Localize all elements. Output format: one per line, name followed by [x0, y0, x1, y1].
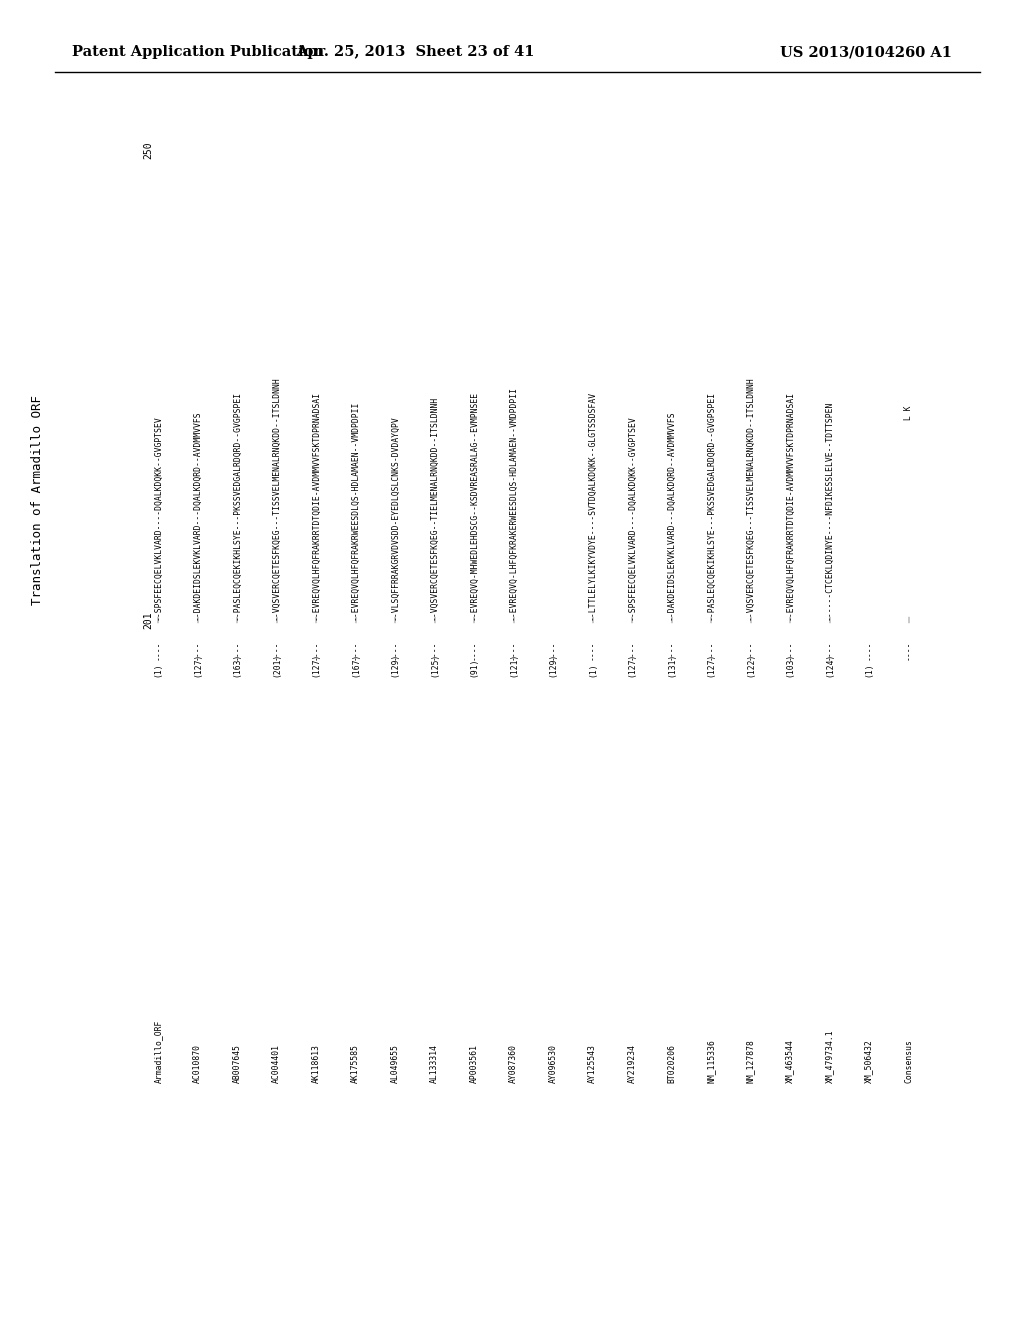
Text: (121): (121)	[509, 652, 518, 677]
Text: NM_127878: NM_127878	[746, 1039, 755, 1082]
Text: (1): (1)	[588, 663, 597, 677]
Text: --VQSVERCQETESFKQEG---TISSVELMENALRNQKDD--ITSLDNNH: --VQSVERCQETESFKQEG---TISSVELMENALRNQKDD…	[746, 376, 755, 620]
Text: (167): (167)	[351, 652, 360, 677]
Text: BT020206: BT020206	[667, 1044, 676, 1082]
Text: (127): (127)	[311, 652, 321, 677]
Text: Consensus: Consensus	[904, 1039, 913, 1082]
Text: ----: ----	[311, 640, 321, 660]
Text: --DAKDEIDSLEKVKLVARD---DQALKDQRD--AVDMMVVFS: --DAKDEIDSLEKVKLVARD---DQALKDQRD--AVDMMV…	[193, 411, 202, 620]
Text: Armadillo_ORF: Armadillo_ORF	[154, 1019, 163, 1082]
Text: ----: ----	[549, 640, 557, 660]
Text: ------CTCEKLQDINYE----NFDIKESSLELVE--TDTTSPEN: ------CTCEKLQDINYE----NFDIKESSLELVE--TDT…	[825, 401, 834, 620]
Text: (129): (129)	[549, 652, 557, 677]
Text: ----: ----	[785, 640, 795, 660]
Text: --EVREQVQLHFQFRAKRWEESDLQS-HDLAMAEN--VMDPDPII: --EVREQVQLHFQFRAKRWEESDLQS-HDLAMAEN--VMD…	[351, 401, 360, 620]
Text: AY096530: AY096530	[549, 1044, 557, 1082]
Text: L K: L K	[904, 405, 913, 620]
Text: (103): (103)	[785, 652, 795, 677]
Text: AY219234: AY219234	[628, 1044, 637, 1082]
Text: --EVREQVQLHFQFRAKRRTDTQDIE-AVDMMVVFSKTDPRNADSAI: --EVREQVQLHFQFRAKRRTDTQDIE-AVDMMVVFSKTDP…	[785, 391, 795, 620]
Text: ----: ----	[588, 640, 597, 660]
Text: US 2013/0104260 A1: US 2013/0104260 A1	[780, 45, 952, 59]
Text: ----: ----	[469, 640, 478, 660]
Text: AK118613: AK118613	[311, 1044, 321, 1082]
Text: ----: ----	[193, 640, 202, 660]
Text: AL133314: AL133314	[430, 1044, 439, 1082]
Text: --SPSFEECQELVKLVARD----DQALKDQKK--GVGPTSEV: --SPSFEECQELVKLVARD----DQALKDQKK--GVGPTS…	[154, 416, 163, 620]
Text: ----: ----	[707, 640, 716, 660]
Text: (127): (127)	[628, 652, 637, 677]
Text: ----: ----	[746, 640, 755, 660]
Text: (124): (124)	[825, 652, 834, 677]
Text: AB007645: AB007645	[232, 1044, 242, 1082]
Text: (1): (1)	[154, 663, 163, 677]
Text: (201): (201)	[272, 652, 281, 677]
Text: ----: ----	[667, 640, 676, 660]
Text: ----: ----	[825, 640, 834, 660]
Text: AC010870: AC010870	[193, 1044, 202, 1082]
Text: ----: ----	[430, 640, 439, 660]
Text: ----: ----	[904, 640, 913, 660]
Text: --EVREQVQLHFQFRAKRRTDTQDIE-AVDMMVVFSKTDPRNADSAI: --EVREQVQLHFQFRAKRRTDTQDIE-AVDMMVVFSKTDP…	[311, 391, 321, 620]
Text: --EVREQVQ-LHFQFKRAKERWEESDLQS-HDLAMAEN--VMDPDPII: --EVREQVQ-LHFQFKRAKERWEESDLQS-HDLAMAEN--…	[509, 385, 518, 620]
Text: --EVREQVQ-MHWEDLEHDSCG--KSDVREASRALAG--EVMPNSEE: --EVREQVQ-MHWEDLEHDSCG--KSDVREASRALAG--E…	[469, 391, 478, 620]
Text: XM_463544: XM_463544	[785, 1039, 795, 1082]
Text: --DAKDEIDSLEKVKLVARD---DQALKDQRD--AVDMMVVFS: --DAKDEIDSLEKVKLVARD---DQALKDQRD--AVDMMV…	[667, 411, 676, 620]
Text: (131): (131)	[667, 652, 676, 677]
Text: --VQSVERCQETESFKQEG--TIELMENALRNQKDD--ITSLDNNH: --VQSVERCQETESFKQEG--TIELMENALRNQKDD--IT…	[430, 396, 439, 620]
Text: (127): (127)	[193, 652, 202, 677]
Text: ----: ----	[272, 640, 281, 660]
Text: --VQSVERCQETESFKQEG---TISSVELMENALRNQKDD--ITSLDNNH: --VQSVERCQETESFKQEG---TISSVELMENALRNQKDD…	[272, 376, 281, 620]
Text: ----: ----	[390, 640, 399, 660]
Text: (163): (163)	[232, 652, 242, 677]
Text: Patent Application Publication: Patent Application Publication	[72, 45, 324, 59]
Text: --VLSQFFRRAKGRVDVSDD-EYEDLQSLCNKS-DVDAYQPV: --VLSQFFRRAKGRVDVSDD-EYEDLQSLCNKS-DVDAYQ…	[390, 416, 399, 620]
Text: --LTTLELYLKIKYVDYE----SVTDQALKDQKK--GLGTSSDSFAV: --LTTLELYLKIKYVDYE----SVTDQALKDQKK--GLGT…	[588, 391, 597, 620]
Text: AK175585: AK175585	[351, 1044, 360, 1082]
Text: ----: ----	[351, 640, 360, 660]
Text: AY125543: AY125543	[588, 1044, 597, 1082]
Text: 201: 201	[143, 611, 153, 628]
Text: --SPSFEECQELVKLVARD----DQALKDQKK--GVGPTSEV: --SPSFEECQELVKLVARD----DQALKDQKK--GVGPTS…	[628, 416, 637, 620]
Text: (129): (129)	[390, 652, 399, 677]
Text: XM_506432: XM_506432	[864, 1039, 873, 1082]
Text: Translation of Armadillo ORF: Translation of Armadillo ORF	[32, 395, 44, 605]
Text: (1): (1)	[864, 663, 873, 677]
Text: 250: 250	[143, 141, 153, 158]
Text: AL049655: AL049655	[390, 1044, 399, 1082]
Text: ----: ----	[628, 640, 637, 660]
Text: (127): (127)	[707, 652, 716, 677]
Text: XM_479734.1: XM_479734.1	[825, 1030, 834, 1082]
Text: ----: ----	[864, 640, 873, 660]
Text: (122): (122)	[746, 652, 755, 677]
Text: AP003561: AP003561	[469, 1044, 478, 1082]
Text: (125): (125)	[430, 652, 439, 677]
Text: AY087360: AY087360	[509, 1044, 518, 1082]
Text: ----: ----	[509, 640, 518, 660]
Text: AC004401: AC004401	[272, 1044, 281, 1082]
Text: --PASLEQCQEKIKHLSYE---PKSSVEDGALRDQRD--GVGPSPEI: --PASLEQCQEKIKHLSYE---PKSSVEDGALRDQRD--G…	[707, 391, 716, 620]
Text: Apr. 25, 2013  Sheet 23 of 41: Apr. 25, 2013 Sheet 23 of 41	[296, 45, 535, 59]
Text: --PASLEQCQEKIKHLSYE---PKSSVEDGALRDQRD--GVGPSPEI: --PASLEQCQEKIKHLSYE---PKSSVEDGALRDQRD--G…	[232, 391, 242, 620]
Text: (91): (91)	[469, 657, 478, 677]
Text: ----: ----	[232, 640, 242, 660]
Text: ----: ----	[154, 640, 163, 660]
Text: NM_115336: NM_115336	[707, 1039, 716, 1082]
